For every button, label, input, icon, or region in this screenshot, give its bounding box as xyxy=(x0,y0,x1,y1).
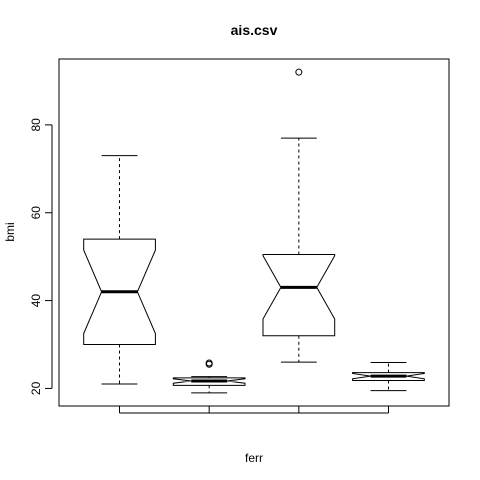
y-tick-label: 80 xyxy=(29,118,43,132)
y-axis: 20 40 60 80 xyxy=(29,118,53,395)
plot-frame xyxy=(58,58,450,407)
chart-title: ais.csv xyxy=(231,22,278,38)
y-tick-label: 40 xyxy=(29,294,43,308)
y-tick-label: 20 xyxy=(29,381,43,395)
box-4 xyxy=(352,362,425,392)
y-axis-label: bmi xyxy=(3,222,17,241)
box-3 xyxy=(262,68,336,363)
x-axis-label: ferr xyxy=(245,451,263,465)
y-tick-label: 60 xyxy=(29,206,43,220)
x-axis xyxy=(119,406,389,414)
outlier-point xyxy=(205,359,213,367)
boxes-group xyxy=(83,68,425,394)
box-1 xyxy=(83,155,156,385)
notched-box xyxy=(262,254,336,337)
outlier-point xyxy=(295,68,303,76)
box-2 xyxy=(172,359,246,394)
